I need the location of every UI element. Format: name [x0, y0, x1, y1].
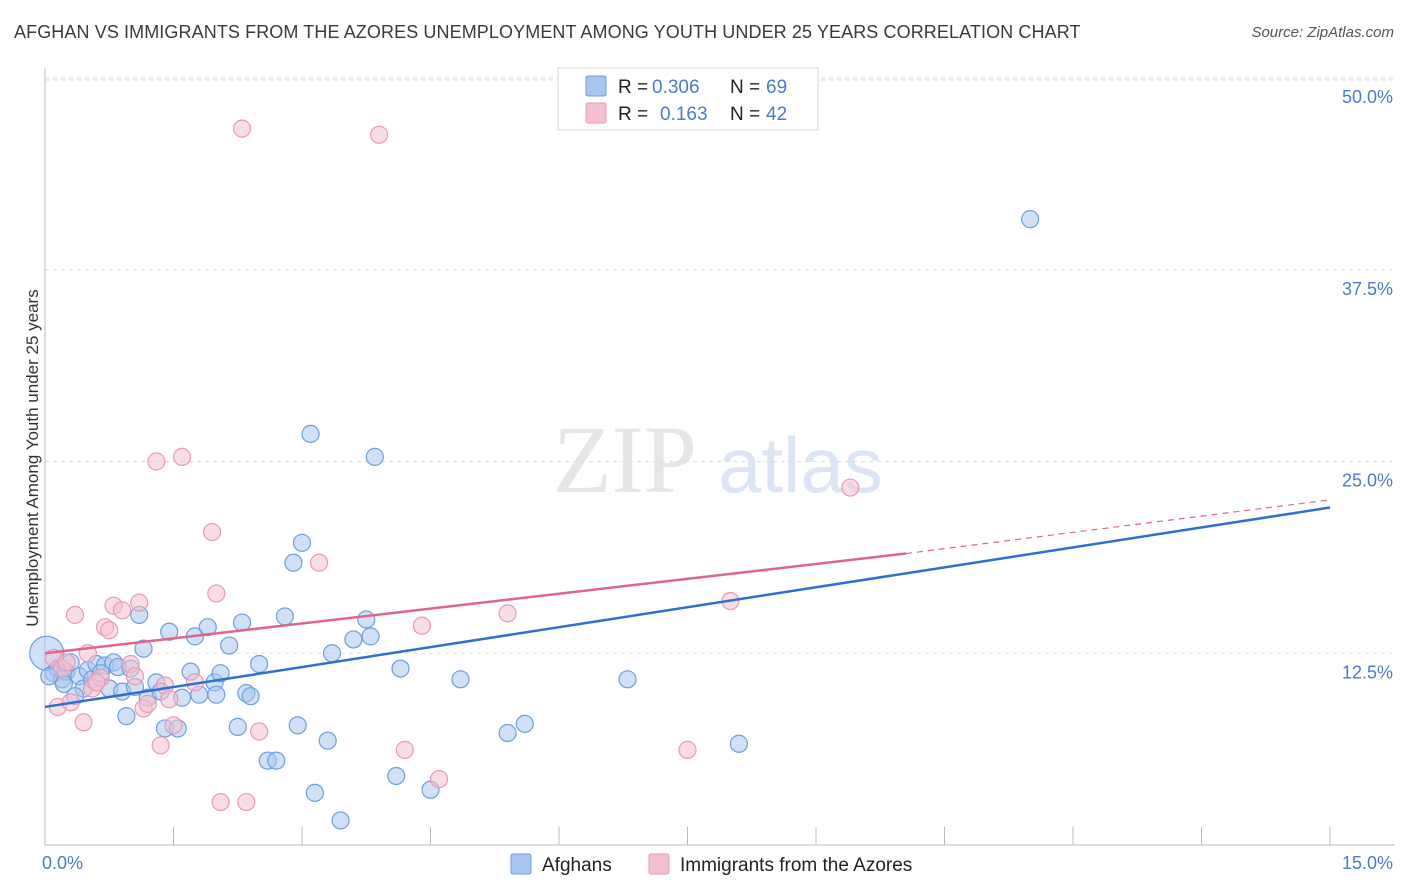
- azores-point: [250, 722, 269, 741]
- afghans-point: [357, 610, 376, 629]
- azores-point: [65, 605, 85, 625]
- afghans-point: [318, 731, 337, 750]
- legend-swatch-azores: [585, 102, 607, 124]
- azores-point: [151, 736, 170, 755]
- bottom-legend-swatch-azores: [648, 853, 670, 875]
- azores-point: [237, 792, 256, 812]
- azores-point: [678, 740, 697, 759]
- azores-point: [125, 667, 145, 686]
- y-tick-label: 50.0%: [1342, 87, 1393, 107]
- afghans-point: [322, 644, 342, 663]
- afghans-point: [729, 734, 749, 753]
- x-tick-label: 0.0%: [42, 853, 83, 873]
- afghans-point: [292, 533, 312, 552]
- legend-swatch-afghans: [585, 75, 607, 97]
- legend-r-azores: 0.163: [660, 104, 708, 125]
- azores-point: [211, 792, 230, 812]
- azores-point: [130, 593, 149, 612]
- azores-point: [164, 716, 183, 735]
- azores-point: [74, 713, 93, 732]
- afghans-point: [250, 654, 269, 674]
- legend-n-label-azores: N =: [730, 104, 760, 125]
- azores-point: [87, 673, 106, 692]
- bottom-legend-label-azores: Immigrants from the Azores: [680, 855, 912, 876]
- y-tick-label: 12.5%: [1342, 662, 1393, 682]
- bottom-legend: Afghans Immigrants from the Azores: [510, 853, 912, 876]
- azores-point: [310, 553, 329, 572]
- y-tick-label: 25.0%: [1342, 471, 1393, 491]
- bottom-legend-swatch-afghans: [510, 853, 532, 875]
- azores-point: [207, 584, 226, 603]
- stats-legend: R = 0.306 N = 69 R = 0.163 N = 42: [557, 67, 819, 131]
- azores-point: [429, 769, 449, 789]
- afghans-point: [361, 627, 380, 646]
- azores-point: [395, 740, 414, 759]
- azores-point: [57, 653, 76, 672]
- azores-trend-extension: [905, 499, 1331, 555]
- azores-point: [100, 621, 119, 640]
- x-tick-label: 15.0%: [1342, 853, 1393, 873]
- y-axis-label: Unemployment Among Youth under 25 years: [23, 289, 42, 626]
- afghans-point: [301, 424, 320, 443]
- azores-point: [112, 601, 132, 620]
- azores-point: [138, 694, 157, 713]
- azores-point: [160, 690, 179, 709]
- trend-lines: [44, 499, 1331, 709]
- afghans-point: [288, 716, 307, 735]
- legend-n-label-afghans: N =: [730, 77, 760, 98]
- legend-n-azores: 42: [766, 104, 787, 125]
- afghans-point: [498, 723, 517, 743]
- tick-labels: 12.5% 25.0% 37.5% 50.0% 0.0% 15.0%: [42, 87, 1393, 873]
- afghans-point: [267, 751, 286, 770]
- azores-point: [232, 119, 252, 138]
- afghans-point: [515, 714, 534, 733]
- afghans-point: [207, 685, 226, 704]
- afghans-trend-line: [44, 506, 1331, 709]
- azores-point: [498, 604, 517, 623]
- afghans-point: [387, 766, 406, 786]
- azores-point: [147, 452, 166, 471]
- afghans-point: [198, 618, 217, 637]
- afghans-point: [134, 639, 153, 658]
- azores-point: [172, 447, 192, 466]
- legend-n-afghans: 69: [766, 77, 787, 98]
- afghans-point: [305, 783, 324, 802]
- azores-point: [202, 522, 222, 542]
- bottom-legend-label-afghans: Afghans: [542, 855, 612, 876]
- afghans-point: [331, 811, 350, 830]
- legend-r-label-afghans: R =: [618, 77, 648, 98]
- afghans-point: [228, 717, 247, 736]
- azores-trend-line: [44, 552, 907, 655]
- afghans-point: [160, 622, 179, 641]
- axes: [44, 68, 1395, 846]
- afghans-point: [117, 707, 136, 726]
- afghans-point: [391, 659, 410, 678]
- afghans-point: [220, 636, 239, 655]
- legend-r-label-azores: R =: [618, 104, 648, 125]
- series-azores: [44, 119, 860, 812]
- watermark-zip: ZIP: [553, 406, 697, 513]
- source-label: Source: ZipAtlas.com: [1251, 24, 1394, 41]
- azores-point: [370, 125, 389, 144]
- afghans-point: [284, 553, 303, 572]
- afghans-point: [1021, 210, 1040, 229]
- afghans-point: [344, 630, 363, 649]
- afghans-point: [365, 447, 384, 466]
- afghans-point: [241, 687, 260, 706]
- azores-point: [841, 478, 860, 497]
- afghans-point: [211, 664, 230, 683]
- series-afghans: [29, 210, 1040, 830]
- gridlines: [45, 77, 1395, 654]
- watermark-atlas: atlas: [718, 421, 883, 509]
- y-tick-label: 37.5%: [1342, 279, 1393, 299]
- azores-point: [412, 616, 432, 635]
- afghans-point: [618, 670, 637, 689]
- afghans-point: [451, 670, 470, 689]
- chart-title: AFGHAN VS IMMIGRANTS FROM THE AZORES UNE…: [14, 22, 1081, 42]
- afghans-point: [275, 607, 294, 626]
- legend-r-afghans: 0.306: [652, 77, 700, 98]
